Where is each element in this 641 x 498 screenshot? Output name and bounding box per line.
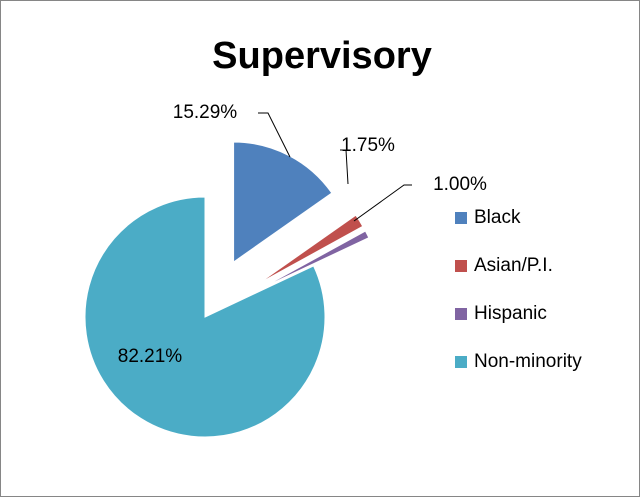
legend-swatch — [455, 260, 467, 272]
leader-line — [340, 149, 349, 185]
pie-slice — [84, 196, 326, 438]
legend-label: Hispanic — [474, 303, 547, 324]
legend-swatch — [455, 308, 467, 320]
leader-line — [353, 184, 412, 222]
pie-slice — [257, 214, 364, 285]
leader-line — [258, 112, 291, 158]
legend-swatch — [455, 356, 467, 368]
data-label: 82.21% — [118, 346, 183, 367]
legend-label: Asian/P.I. — [474, 255, 553, 276]
data-label: 1.75% — [341, 135, 395, 156]
legend-swatch — [455, 212, 467, 224]
legend-label: Non-minority — [474, 351, 582, 372]
data-label: 1.00% — [433, 174, 487, 195]
data-label: 15.29% — [173, 102, 238, 123]
legend-label: Black — [474, 207, 521, 228]
chart-title: Supervisory — [212, 35, 432, 77]
pie-slice — [259, 230, 370, 290]
